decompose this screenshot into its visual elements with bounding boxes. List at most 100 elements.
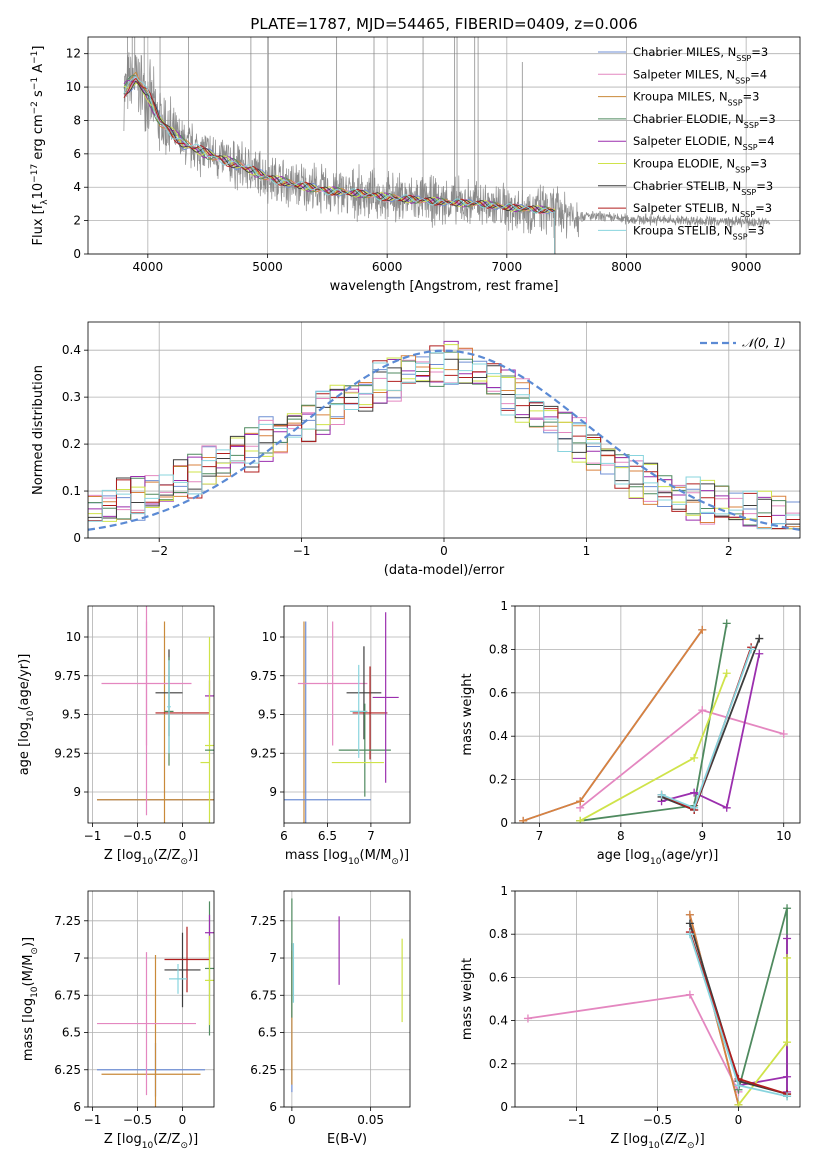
marker-series-6 [755, 634, 764, 643]
marker-series-1 [685, 990, 694, 999]
marker-series-4 [755, 649, 764, 658]
y-tick-label: 6.25 [54, 1063, 81, 1077]
legend-entry: Chabrier STELIB, NSSP=3 [633, 179, 773, 197]
y-tick-label: 6 [269, 1100, 277, 1114]
y-tick-label: 0.3 [62, 390, 81, 404]
axes-frame [283, 890, 411, 1108]
y-tick-label: 6.25 [250, 1063, 277, 1077]
legend-entry: Salpeter MILES, NSSP=4 [633, 67, 767, 85]
chart-panel-4: 7 8 9 10 0 0.2 0.4 0.6 0.8 1 age [log10(age/yr)] ma… [460, 599, 801, 867]
y-tick-label: 9.5 [62, 708, 81, 722]
y-tick-label: 0.2 [62, 437, 81, 451]
y-tick-label: 0.4 [62, 343, 81, 357]
x-tick-label: 4000 [133, 260, 164, 274]
chart-panel-7: −1 −0.5 0 0 0.2 0.4 0.6 0.8 1 Z [log10(Z/Z⊙)] mass… [460, 884, 801, 1151]
x-tick-label: 0.05 [357, 1113, 384, 1127]
marker-series-2 [576, 797, 585, 806]
marker-series-4 [783, 934, 792, 943]
marker-series-8 [734, 1081, 743, 1090]
y-tick-label: 9.75 [54, 669, 81, 683]
marker-series-5 [734, 1100, 743, 1107]
x-axis-label: Z [log10(Z/Z⊙)] [104, 848, 198, 867]
y-tick-label: 0 [73, 531, 81, 545]
axes-frame [87, 36, 801, 255]
y-axis-label: age [log10(age/yr)] [17, 654, 36, 776]
x-tick-label: 6 [280, 829, 288, 843]
x-tick-label: 10 [776, 829, 791, 843]
y-tick-label: 0.1 [62, 484, 81, 498]
axes-frame [514, 605, 801, 824]
marker-series-6 [685, 919, 694, 928]
plot-area [284, 612, 399, 823]
marker-series-8 [657, 790, 666, 799]
x-tick-label: 5000 [252, 260, 283, 274]
x-tick-label: 7 [536, 829, 544, 843]
y-tick-label: 10 [66, 630, 81, 644]
gaussian-curve [88, 349, 800, 531]
marker-series-5 [783, 1038, 792, 1047]
plot-area [88, 340, 800, 538]
y-tick-label: 0 [500, 816, 508, 830]
mass-weight-line-series-1 [527, 993, 740, 1093]
y-tick-label: 9.5 [258, 708, 277, 722]
legend-entry: Salpeter ELODIE, NSSP=4 [633, 134, 775, 152]
x-tick-label: 0 [179, 829, 187, 843]
x-tick-label: −2 [150, 544, 168, 558]
marker-series-4 [722, 803, 731, 812]
legend-entry: Kroupa ELODIE, NSSP=3 [633, 157, 767, 175]
y-axis-label: Normed distribution [31, 365, 46, 495]
y-tick-label: 0 [500, 1100, 508, 1114]
y-tick-label: 12 [66, 47, 81, 61]
y-tick-label: 10 [66, 80, 81, 94]
marker-series-5 [722, 669, 731, 678]
marker-series-5 [783, 953, 792, 962]
marker-series-2 [698, 625, 707, 634]
x-tick-label: −0.5 [643, 1113, 672, 1127]
y-tick-label: 0.8 [489, 642, 508, 656]
x-tick-label: 1 [583, 544, 591, 558]
axes-frame [87, 605, 215, 824]
y-tick-label: 6.75 [250, 988, 277, 1002]
y-axis-label: mass weight [460, 958, 475, 1040]
x-tick-label: 7 [367, 829, 375, 843]
y-tick-label: 8 [73, 113, 81, 127]
mass-weight-line-series-4 [661, 653, 761, 810]
y-tick-label: 9.25 [250, 746, 277, 760]
y-tick-label: 2 [73, 214, 81, 228]
x-tick-label: 6.5 [318, 829, 337, 843]
chart-panel-2: −1 −0.5 0 9 9.25 9.5 9.75 10 Z [log10(Z/Z⊙)] age … [17, 605, 215, 867]
chart-panel-0: 4000 5000 6000 7000 8000 9000 0 2 4 6 8 10 12 wavelen… [30, 15, 801, 294]
y-tick-label: 0.4 [489, 729, 508, 743]
y-tick-label: 6 [73, 147, 81, 161]
y-tick-label: 1 [500, 884, 508, 898]
plot-area [291, 898, 403, 1093]
y-tick-label: 7.25 [250, 914, 277, 928]
legend: Chabrier MILES, NSSP=3 Salpeter MILES, NS… [598, 45, 776, 241]
mass-weight-line-series-2 [522, 629, 704, 822]
y-tick-label: 9.75 [250, 669, 277, 683]
y-tick-label: 0.2 [489, 1057, 508, 1071]
legend-entry: Kroupa STELIB, NSSP=3 [633, 223, 764, 241]
y-tick-label: 9 [269, 785, 277, 799]
x-tick-label: 6000 [372, 260, 403, 274]
y-tick-label: 6.75 [54, 988, 81, 1002]
axes-frame [283, 605, 411, 824]
x-tick-label: 8000 [611, 260, 642, 274]
y-tick-label: 10 [262, 630, 277, 644]
marker-series-4 [690, 788, 699, 797]
y-tick-label: 9 [73, 785, 81, 799]
grid [284, 891, 410, 1108]
marker-series-1 [523, 1014, 532, 1023]
x-axis-label: wavelength [Angstrom, rest frame] [330, 279, 559, 294]
y-axis-label: Flux [fλ10−17 erg cm−2 s−1 A−1] [30, 46, 50, 246]
x-tick-label: −1 [84, 829, 102, 843]
x-tick-label: 9 [698, 829, 706, 843]
y-tick-label: 6.5 [62, 1026, 81, 1040]
y-tick-label: 0.6 [489, 686, 508, 700]
marker-series-8 [783, 1092, 792, 1101]
mass-weight-line-series-4 [738, 938, 788, 1092]
chart-panel-1: −2 −1 0 1 2 0 0.1 0.2 0.3 0.4 (data-model)/error No… [31, 321, 801, 578]
y-tick-label: 4 [73, 180, 81, 194]
plot-area [523, 904, 792, 1107]
